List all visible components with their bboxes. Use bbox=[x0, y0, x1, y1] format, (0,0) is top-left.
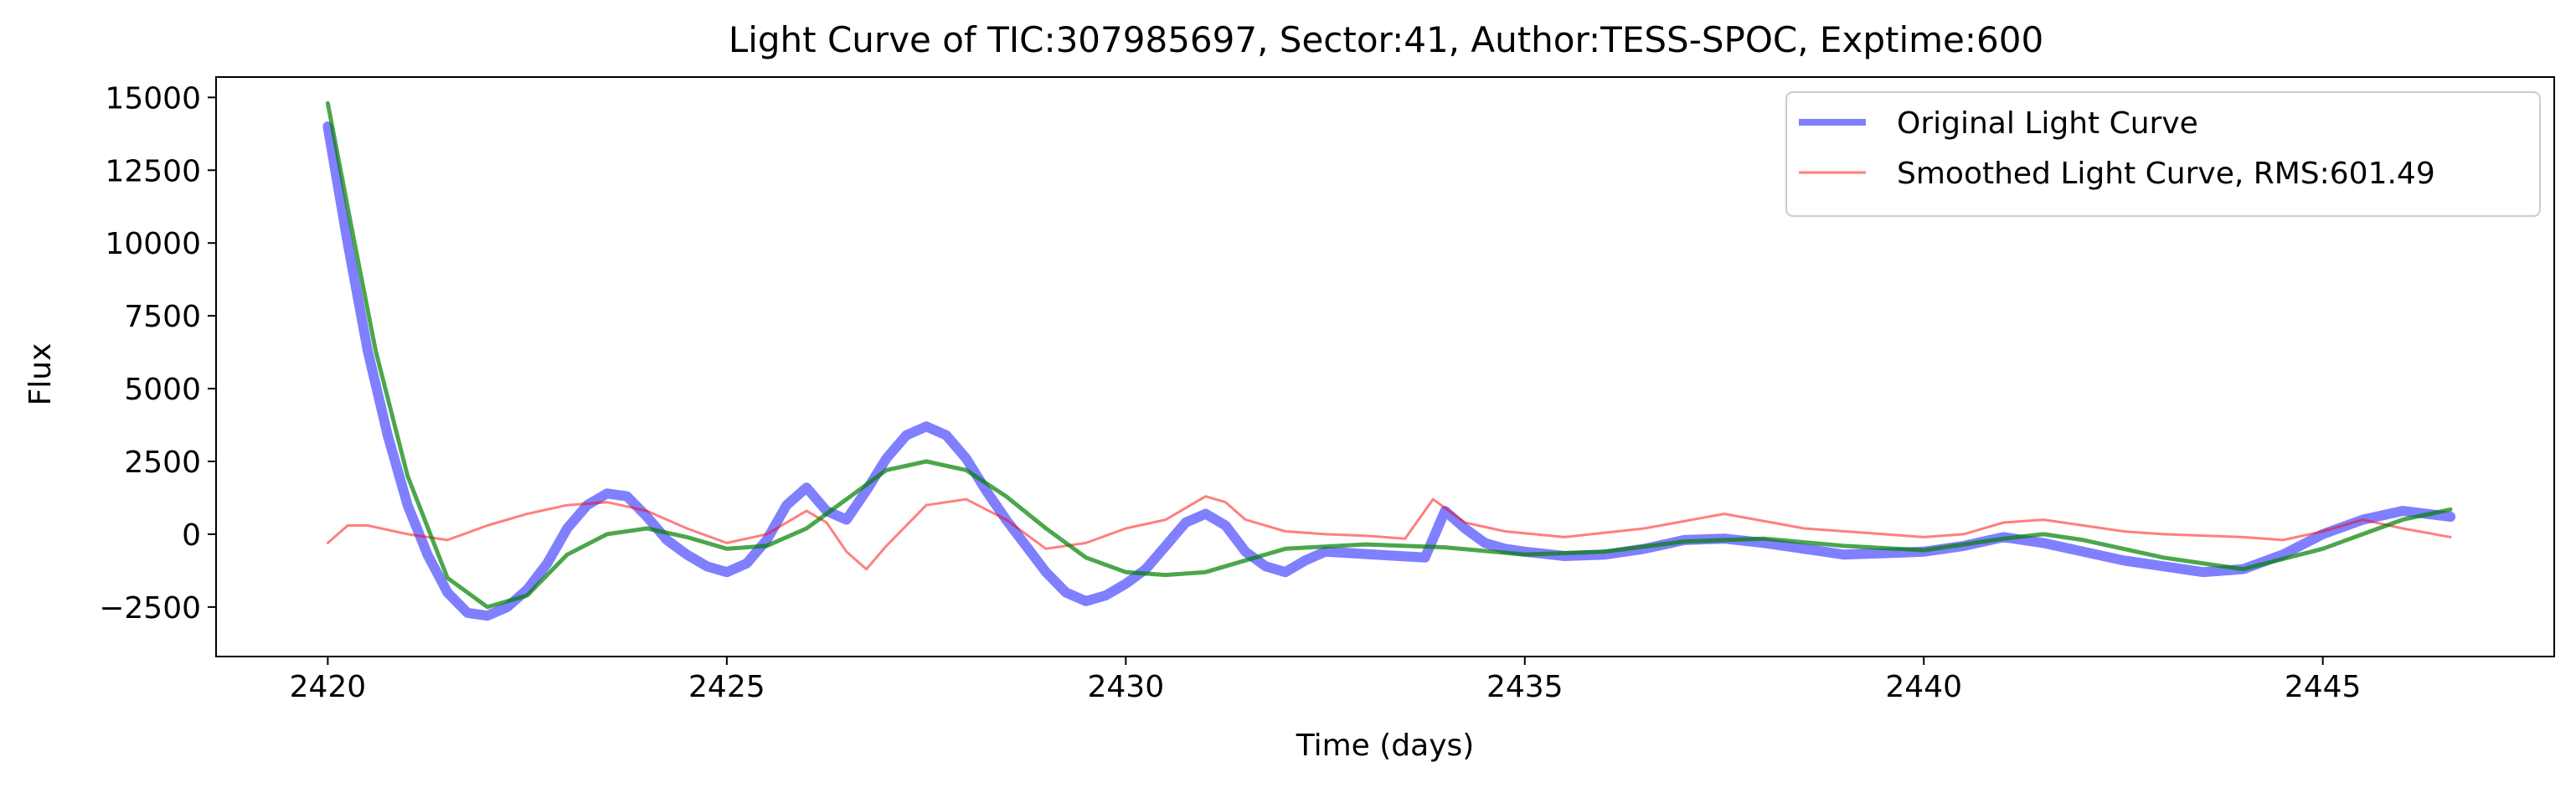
chart-title: Light Curve of TIC:307985697, Sector:41,… bbox=[729, 19, 2043, 60]
y-tick-label: 15000 bbox=[105, 81, 201, 116]
y-tick-label: −2500 bbox=[99, 591, 201, 626]
series-layer bbox=[322, 100, 2456, 621]
x-tick-label: 2440 bbox=[1885, 670, 1962, 704]
series-line-2 bbox=[325, 100, 2453, 610]
series-line-1 bbox=[326, 495, 2452, 571]
legend-label: Smoothed Light Curve, RMS:601.49 bbox=[1897, 157, 2435, 191]
legend-label: Original Light Curve bbox=[1897, 106, 2198, 141]
y-axis: −2500 0 2500 5000 7500 10000 12500 15000 bbox=[99, 81, 216, 626]
y-tick-label: 2500 bbox=[124, 446, 201, 480]
y-axis-label: Flux bbox=[23, 343, 58, 406]
x-axis-label: Time (days) bbox=[1296, 729, 1475, 763]
x-tick-label: 2430 bbox=[1087, 670, 1164, 704]
x-tick-label: 2420 bbox=[290, 670, 367, 704]
legend-box bbox=[1785, 91, 2541, 217]
x-tick-label: 2435 bbox=[1486, 670, 1564, 704]
y-tick-label: 7500 bbox=[124, 300, 201, 334]
y-tick-label: 12500 bbox=[105, 154, 201, 188]
y-tick-label: 5000 bbox=[124, 373, 201, 407]
plot-frame bbox=[215, 76, 2555, 657]
x-axis: 2420 2425 2430 2435 2440 2445 bbox=[290, 657, 2362, 704]
x-tick-label: 2425 bbox=[688, 670, 765, 704]
legend: Original Light Curve Smoothed Light Curve… bbox=[1785, 91, 2541, 217]
x-tick-label: 2445 bbox=[2285, 670, 2362, 704]
y-tick-label: 0 bbox=[182, 518, 201, 553]
y-tick-label: 10000 bbox=[105, 227, 201, 261]
